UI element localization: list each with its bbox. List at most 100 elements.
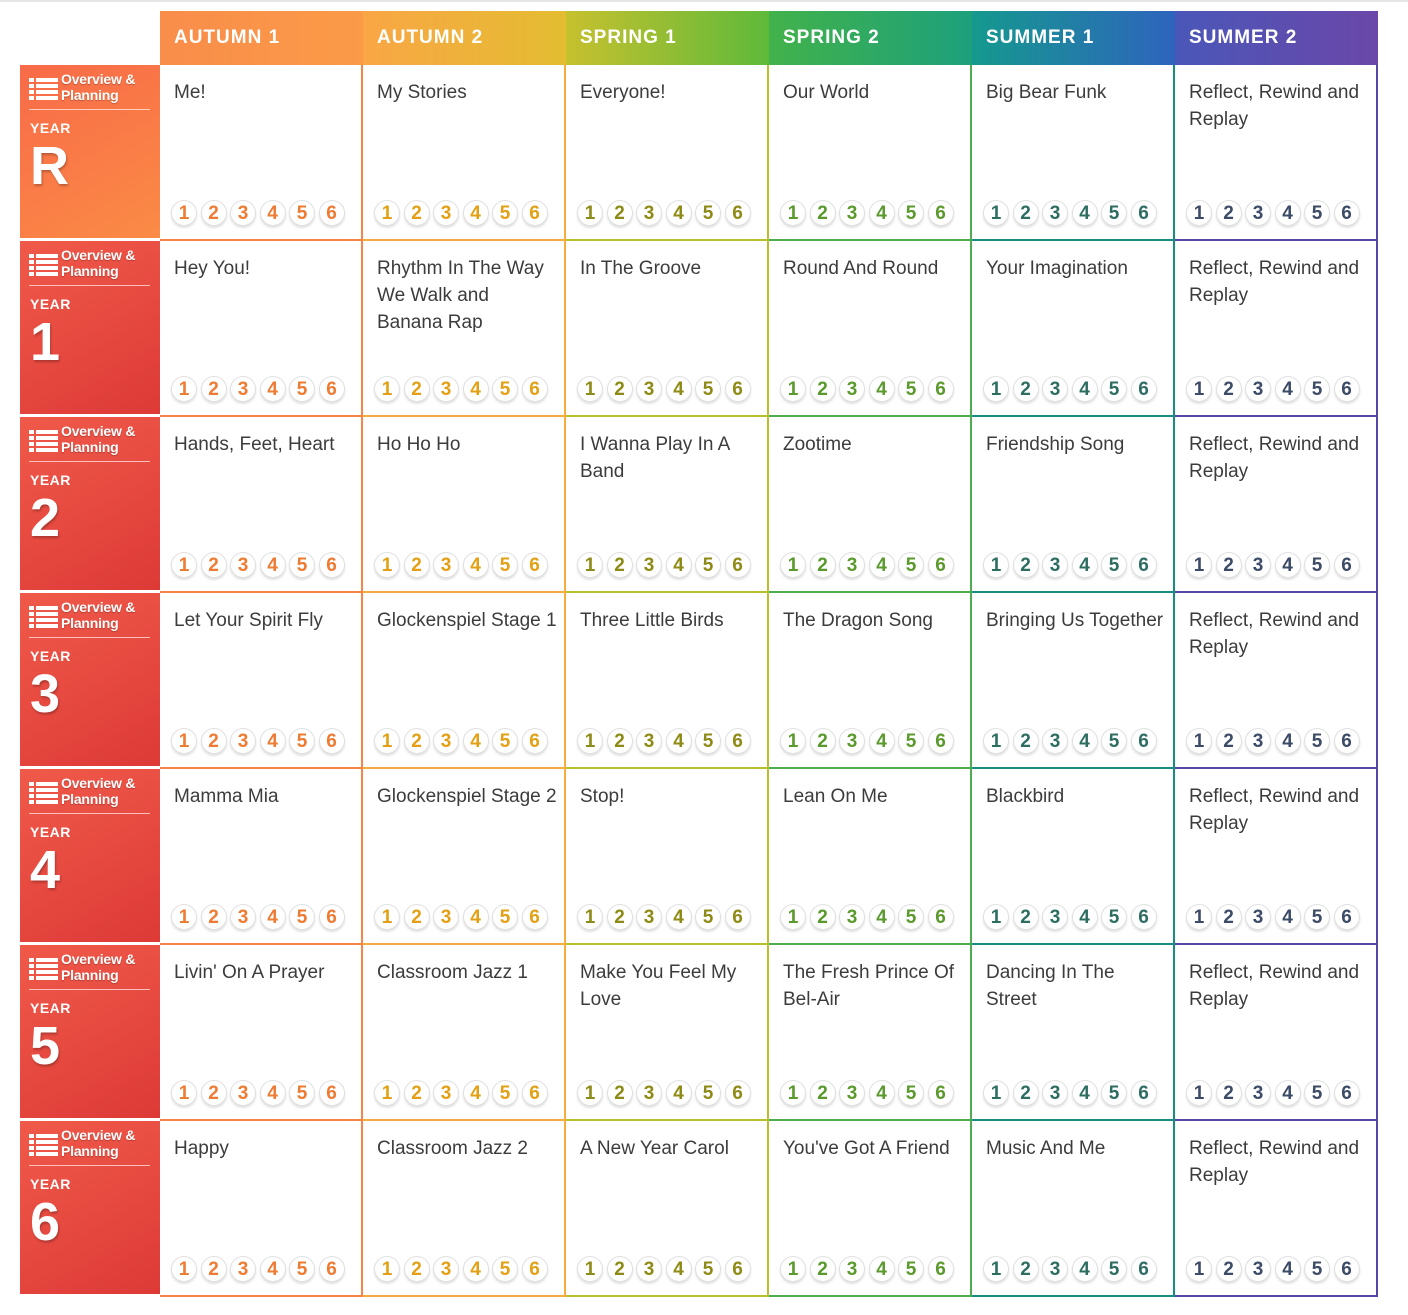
lesson-1-button[interactable]: 1: [1186, 1080, 1212, 1106]
lesson-5-button[interactable]: 5: [898, 1080, 924, 1106]
lesson-3-button[interactable]: 3: [230, 376, 256, 402]
unit-title-link[interactable]: Livin' On A Prayer: [174, 962, 325, 983]
lesson-1-button[interactable]: 1: [577, 1080, 603, 1106]
unit-title-link[interactable]: Me!: [174, 82, 206, 103]
lesson-2-button[interactable]: 2: [1012, 552, 1039, 578]
lesson-1-button[interactable]: 1: [780, 376, 806, 402]
lesson-5-button[interactable]: 5: [289, 552, 315, 578]
lesson-6-button[interactable]: 6: [927, 728, 954, 754]
lesson-6-button[interactable]: 6: [318, 552, 345, 578]
lesson-1-button[interactable]: 1: [1186, 1256, 1212, 1282]
lesson-6-button[interactable]: 6: [724, 904, 751, 930]
lesson-1-button[interactable]: 1: [171, 552, 197, 578]
lesson-1-button[interactable]: 1: [374, 552, 400, 578]
lesson-2-button[interactable]: 2: [809, 1080, 836, 1106]
lesson-2-button[interactable]: 2: [1215, 1080, 1242, 1106]
lesson-3-button[interactable]: 3: [636, 904, 662, 930]
lesson-2-button[interactable]: 2: [606, 1256, 633, 1282]
unit-title-link[interactable]: Reflect, Rewind and Replay: [1189, 258, 1360, 306]
unit-title-link[interactable]: Hey You!: [174, 258, 251, 279]
lesson-5-button[interactable]: 5: [898, 904, 924, 930]
lesson-4-button[interactable]: 4: [1071, 1080, 1098, 1106]
unit-title-link[interactable]: Zootime: [783, 434, 852, 455]
lesson-1-button[interactable]: 1: [171, 1080, 197, 1106]
lesson-4-button[interactable]: 4: [259, 904, 286, 930]
lesson-4-button[interactable]: 4: [665, 376, 692, 402]
lesson-1-button[interactable]: 1: [983, 200, 1009, 226]
lesson-2-button[interactable]: 2: [1012, 200, 1039, 226]
unit-title-link[interactable]: Reflect, Rewind and Replay: [1189, 610, 1360, 658]
unit-title-link[interactable]: Make You Feel My Love: [580, 962, 737, 1010]
lesson-3-button[interactable]: 3: [433, 1080, 459, 1106]
lesson-2-button[interactable]: 2: [809, 376, 836, 402]
lesson-5-button[interactable]: 5: [492, 1256, 518, 1282]
lesson-5-button[interactable]: 5: [695, 728, 721, 754]
lesson-3-button[interactable]: 3: [636, 552, 662, 578]
lesson-2-button[interactable]: 2: [809, 1256, 836, 1282]
lesson-1-button[interactable]: 1: [1186, 376, 1212, 402]
lesson-4-button[interactable]: 4: [665, 1080, 692, 1106]
lesson-5-button[interactable]: 5: [1101, 552, 1127, 578]
lesson-5-button[interactable]: 5: [492, 552, 518, 578]
lesson-5-button[interactable]: 5: [1101, 376, 1127, 402]
lesson-2-button[interactable]: 2: [1215, 904, 1242, 930]
lesson-2-button[interactable]: 2: [606, 728, 633, 754]
lesson-2-button[interactable]: 2: [403, 200, 430, 226]
unit-title-link[interactable]: Big Bear Funk: [986, 82, 1107, 103]
overview-planning-link[interactable]: Overview & Planning: [29, 1126, 150, 1166]
lesson-4-button[interactable]: 4: [259, 728, 286, 754]
lesson-3-button[interactable]: 3: [433, 200, 459, 226]
lesson-1-button[interactable]: 1: [374, 904, 400, 930]
lesson-1-button[interactable]: 1: [983, 728, 1009, 754]
lesson-5-button[interactable]: 5: [1304, 904, 1330, 930]
lesson-4-button[interactable]: 4: [462, 1256, 489, 1282]
lesson-3-button[interactable]: 3: [433, 904, 459, 930]
lesson-3-button[interactable]: 3: [433, 376, 459, 402]
lesson-2-button[interactable]: 2: [200, 200, 227, 226]
lesson-5-button[interactable]: 5: [1101, 728, 1127, 754]
lesson-1-button[interactable]: 1: [577, 728, 603, 754]
lesson-3-button[interactable]: 3: [1042, 200, 1068, 226]
lesson-5-button[interactable]: 5: [695, 1080, 721, 1106]
lesson-4-button[interactable]: 4: [1071, 552, 1098, 578]
lesson-2-button[interactable]: 2: [403, 1256, 430, 1282]
lesson-1-button[interactable]: 1: [983, 1256, 1009, 1282]
lesson-1-button[interactable]: 1: [374, 1080, 400, 1106]
lesson-5-button[interactable]: 5: [289, 200, 315, 226]
unit-title-link[interactable]: Our World: [783, 82, 870, 103]
unit-title-link[interactable]: A New Year Carol: [580, 1138, 729, 1159]
lesson-5-button[interactable]: 5: [1304, 376, 1330, 402]
lesson-2-button[interactable]: 2: [809, 552, 836, 578]
lesson-3-button[interactable]: 3: [1042, 1256, 1068, 1282]
lesson-1-button[interactable]: 1: [983, 552, 1009, 578]
lesson-6-button[interactable]: 6: [927, 904, 954, 930]
lesson-1-button[interactable]: 1: [780, 1080, 806, 1106]
lesson-1-button[interactable]: 1: [374, 200, 400, 226]
lesson-4-button[interactable]: 4: [259, 200, 286, 226]
lesson-6-button[interactable]: 6: [521, 728, 548, 754]
lesson-2-button[interactable]: 2: [809, 904, 836, 930]
lesson-3-button[interactable]: 3: [433, 1256, 459, 1282]
lesson-5-button[interactable]: 5: [492, 904, 518, 930]
lesson-1-button[interactable]: 1: [780, 728, 806, 754]
lesson-3-button[interactable]: 3: [1042, 728, 1068, 754]
lesson-4-button[interactable]: 4: [462, 200, 489, 226]
lesson-4-button[interactable]: 4: [1071, 376, 1098, 402]
lesson-3-button[interactable]: 3: [839, 552, 865, 578]
lesson-5-button[interactable]: 5: [492, 1080, 518, 1106]
lesson-3-button[interactable]: 3: [1042, 904, 1068, 930]
lesson-3-button[interactable]: 3: [230, 200, 256, 226]
lesson-3-button[interactable]: 3: [636, 376, 662, 402]
lesson-1-button[interactable]: 1: [171, 904, 197, 930]
lesson-3-button[interactable]: 3: [230, 1080, 256, 1106]
lesson-4-button[interactable]: 4: [259, 376, 286, 402]
lesson-4-button[interactable]: 4: [665, 728, 692, 754]
lesson-1-button[interactable]: 1: [780, 904, 806, 930]
unit-title-link[interactable]: You've Got A Friend: [783, 1138, 950, 1159]
lesson-2-button[interactable]: 2: [1215, 376, 1242, 402]
lesson-2-button[interactable]: 2: [1012, 904, 1039, 930]
lesson-4-button[interactable]: 4: [1274, 904, 1301, 930]
lesson-5-button[interactable]: 5: [492, 728, 518, 754]
lesson-6-button[interactable]: 6: [521, 200, 548, 226]
lesson-5-button[interactable]: 5: [1304, 728, 1330, 754]
